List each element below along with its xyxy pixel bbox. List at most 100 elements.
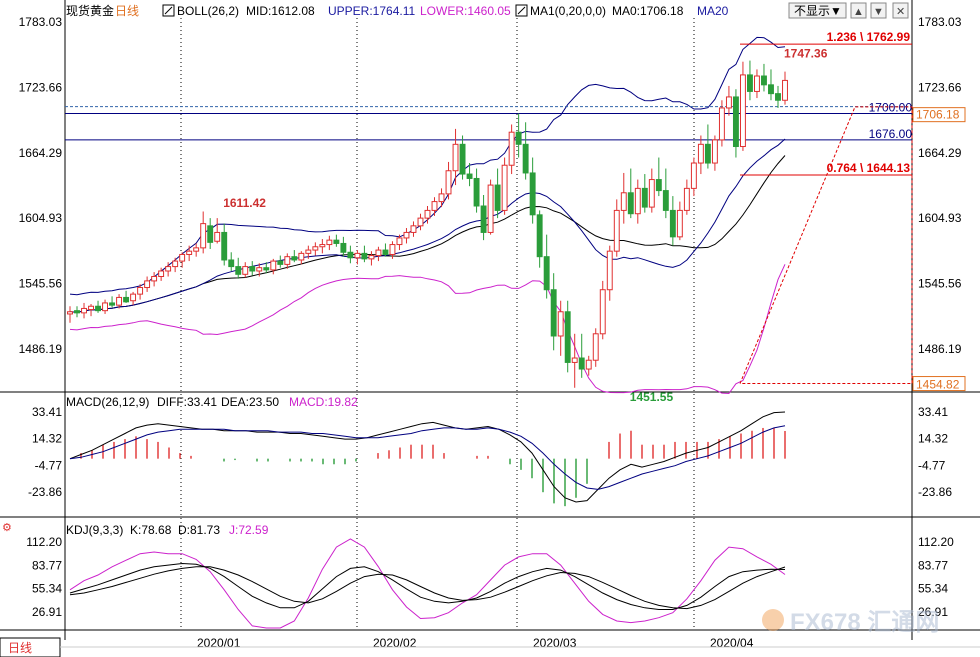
price-tick-left: 1486.19	[19, 342, 63, 356]
ma-label: MA1(0,20,0,0)	[530, 4, 606, 18]
boll-lower: LOWER:1460.05	[420, 4, 511, 18]
watermark: FX678 汇通网	[762, 609, 939, 636]
candle	[130, 291, 137, 306]
candle	[634, 179, 641, 224]
price-axis-ticks: 1783.03 1783.03 1723.66 1723.66 1664.29 1664.…	[19, 15, 962, 356]
price-tick-right: 1664.29	[918, 146, 962, 160]
price-annotations: 1611.42 1451.55 1747.36	[223, 46, 827, 404]
candle	[571, 333, 578, 388]
candle	[354, 250, 361, 265]
candle	[312, 242, 319, 256]
candle	[627, 168, 634, 219]
macd-tick-left: 14.32	[32, 432, 62, 446]
candle	[207, 218, 214, 249]
kdj-k: K:78.68	[130, 523, 172, 537]
candle	[718, 100, 725, 147]
low-price-label: 1454.82	[916, 378, 960, 392]
current-price-box	[912, 107, 966, 123]
candle	[256, 263, 263, 277]
close-button[interactable]	[892, 2, 909, 19]
candle	[291, 250, 298, 263]
kdj-d-line	[69, 566, 786, 610]
candle	[711, 135, 718, 171]
candle	[494, 168, 501, 219]
macd-tick-right: 14.32	[918, 432, 948, 446]
candle	[704, 124, 711, 169]
price-annotation: 1611.42	[223, 196, 266, 210]
candle	[452, 128, 459, 186]
candle	[768, 69, 774, 101]
price-tick-right: 1545.56	[918, 277, 962, 291]
price-tick-right: 1486.19	[918, 342, 962, 356]
main-header: 现货黄金 日线 BOLL(26,2) MID:1612.08 UPPER:176…	[66, 3, 729, 18]
candle	[487, 179, 494, 235]
boll-mid: MID:1612.08	[246, 4, 315, 18]
kdj-tick-right: 55.34	[918, 582, 948, 596]
candle	[599, 280, 606, 340]
candle	[165, 262, 172, 277]
candle	[151, 272, 158, 287]
settings-gear-icon[interactable]: ⚙	[2, 522, 12, 534]
close-icon: ✕	[896, 6, 905, 18]
candle	[242, 262, 249, 278]
candle	[389, 241, 396, 259]
candle	[761, 63, 767, 92]
ma-toggle-icon[interactable]	[515, 4, 528, 17]
instrument-name: 现货黄金	[66, 3, 114, 18]
level-label: 1700.00	[869, 100, 913, 114]
candle	[536, 210, 543, 268]
candle	[669, 196, 676, 246]
kdj-j-line	[69, 538, 786, 629]
current-price-label: 1706.18	[916, 108, 960, 122]
price-tick-left: 1664.29	[19, 146, 63, 160]
chevron-up-icon: ▲	[853, 6, 864, 18]
candle	[109, 296, 116, 308]
candle	[347, 245, 354, 264]
candle	[368, 251, 375, 266]
ma0-value: MA0:1706.18	[612, 4, 684, 18]
candle	[102, 299, 109, 314]
macd-dea-line	[69, 425, 786, 490]
candle	[95, 300, 101, 313]
boll-toggle-icon[interactable]	[162, 4, 175, 17]
candle	[782, 71, 788, 105]
kdj-k-line	[69, 562, 786, 610]
month-tick-label: 2020/01	[197, 636, 241, 650]
month-tick-label: 2020/04	[710, 636, 754, 650]
candle	[431, 197, 438, 216]
candle	[417, 213, 424, 231]
candle	[305, 245, 312, 259]
kdj-tick-left: 55.34	[32, 582, 62, 596]
candle	[277, 255, 284, 268]
scroll-up-button[interactable]	[850, 2, 867, 19]
candle	[655, 157, 662, 197]
boll-upper: UPPER:1764.11	[328, 4, 415, 18]
macd-label: MACD(26,12,9)	[66, 395, 149, 409]
month-tick-label: 2020/03	[533, 636, 577, 650]
ma20-line	[69, 138, 786, 313]
candle	[123, 290, 130, 303]
price-tick-right: 1783.03	[918, 15, 962, 29]
candle	[564, 300, 571, 373]
candle	[74, 306, 80, 318]
fib-level-label: 0.764 \ 1644.13	[827, 161, 911, 175]
candle	[466, 163, 473, 187]
macd-plot	[69, 411, 786, 507]
kdj-tick-left: 26.91	[32, 605, 62, 619]
scroll-down-button[interactable]	[870, 2, 887, 19]
boll-label: BOLL(26,2)	[177, 4, 239, 18]
candle	[550, 273, 557, 351]
candle	[214, 218, 221, 244]
level-label: 1676.00	[869, 127, 913, 141]
kdj-d: D:81.73	[178, 523, 220, 537]
period-label: 日线	[115, 4, 139, 18]
candle	[179, 252, 186, 268]
candle	[298, 251, 305, 265]
candle	[606, 245, 613, 301]
price-tick-left: 1604.93	[19, 211, 63, 225]
candle	[382, 243, 389, 257]
hide-button[interactable]	[788, 2, 847, 19]
candle	[137, 284, 144, 300]
